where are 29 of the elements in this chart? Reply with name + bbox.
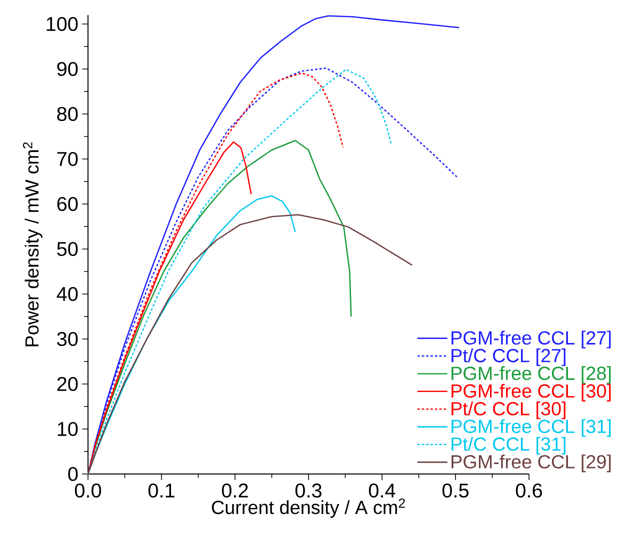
- x-tick-label: 0.0: [74, 484, 102, 498]
- x-tick-label: 0.4: [368, 484, 396, 498]
- y-tick-label: 60: [57, 196, 78, 212]
- legend-label: PGM-free CCL [30]: [452, 384, 611, 402]
- y-tick-label: 10: [58, 422, 78, 436]
- x-tick-label: 0.3: [295, 484, 322, 498]
- y-tick-label: 80: [57, 106, 78, 122]
- y-tick-label: 90: [57, 62, 78, 76]
- legend-label: PGM-free CCL [29]: [452, 454, 611, 472]
- y-tick-label: 40: [56, 286, 78, 302]
- legend-label: Pt/C CCL [30]: [452, 402, 566, 420]
- line-series: [87, 214, 413, 475]
- legend-label: Pt/C CCL [31]: [452, 436, 566, 455]
- y-tick-label: 100: [46, 16, 78, 32]
- x-tick-label: 0.5: [442, 484, 469, 498]
- y-tick-label: 30: [57, 332, 78, 346]
- legend-label: PGM-free CCL [27]: [452, 330, 611, 348]
- y-tick-label: 50: [57, 242, 78, 256]
- legend-label: PGM-free CCL [28]: [452, 366, 611, 384]
- x-axis-title: Current density / A cm$^{2}$: [212, 498, 405, 518]
- y-tick-label: 70: [57, 152, 78, 166]
- legend-label: Pt/C CCL [27]: [452, 348, 566, 366]
- x-tick-label: 0.1: [148, 484, 174, 498]
- x-tick-label: 0.6: [516, 484, 542, 498]
- y-axis-title: Power density / mW cm$^{2}$: [22, 142, 42, 346]
- legend-label: PGM-free CCL [31]: [452, 419, 611, 437]
- y-tick-label: 0: [68, 466, 78, 482]
- x-tick-label: 0.2: [222, 484, 248, 498]
- y-tick-label: 20: [57, 376, 78, 392]
